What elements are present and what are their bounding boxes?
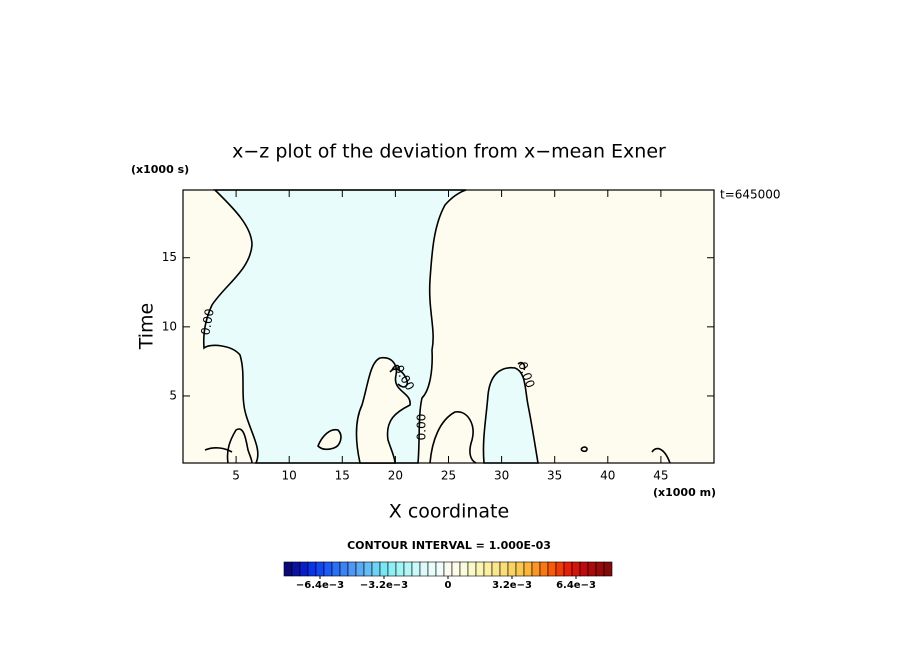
- colorbar-box: [475, 561, 485, 577]
- colorbar-box: [595, 561, 605, 577]
- colorbar-box: [483, 561, 493, 577]
- colorbar-box: [603, 561, 613, 577]
- colorbar-box: [307, 561, 317, 577]
- colorbar-tick-label: 6.4e−3: [556, 580, 596, 591]
- colorbar-box: [291, 561, 301, 577]
- x-tick-label: 25: [441, 469, 456, 483]
- colorbar-box: [451, 561, 461, 577]
- colorbar-box: [299, 561, 309, 577]
- colorbar-box: [371, 561, 381, 577]
- colorbar-tick-label: 3.2e−3: [492, 580, 532, 591]
- colorbar-box: [411, 561, 421, 577]
- colorbar-box: [419, 561, 429, 577]
- x-tick-label: 40: [600, 469, 615, 483]
- contour-line: [204, 361, 671, 464]
- chart-title: x−z plot of the deviation from x−mean Ex…: [232, 141, 666, 163]
- colorbar-box: [395, 561, 405, 577]
- contour-line: [482, 366, 539, 464]
- colorbar-box: [499, 561, 509, 577]
- colorbar-box: [331, 561, 341, 577]
- x-tick-label: 35: [547, 469, 562, 483]
- colorbar-tick-label: −3.2e−3: [360, 580, 408, 591]
- colorbar-box: [323, 561, 333, 577]
- colorbar-box: [379, 561, 389, 577]
- colorbar-box: [523, 561, 533, 577]
- colorbar-box: [539, 561, 549, 577]
- colorbar-box: [283, 561, 293, 577]
- colorbar-box: [467, 561, 477, 577]
- colorbar-box: [507, 561, 517, 577]
- colorbar-box: [339, 561, 349, 577]
- colorbar-box: [347, 561, 357, 577]
- colorbar-box: [443, 561, 453, 577]
- y-tick-label: 5: [169, 388, 177, 402]
- colorbar-box: [563, 561, 573, 577]
- colorbar-box: [387, 561, 397, 577]
- colorbar-box: [555, 561, 565, 577]
- colorbar-box: [427, 561, 437, 577]
- colorbar-box: [571, 561, 581, 577]
- y-tick-label: 15: [162, 250, 177, 264]
- contour-line: [317, 428, 342, 451]
- x-tick-label: 5: [232, 469, 240, 483]
- colorbar-box: [363, 561, 373, 577]
- time-label: t=645000: [720, 188, 781, 202]
- colorbar-box: [515, 561, 525, 577]
- y-axis-label: Time: [136, 303, 158, 351]
- colorbar-box: [459, 561, 469, 577]
- y-tick-label: 10: [162, 319, 177, 333]
- colorbar-tick-label: 0: [445, 580, 452, 591]
- colorbar-box: [531, 561, 541, 577]
- colorbar-box: [435, 561, 445, 577]
- colorbar-title: CONTOUR INTERVAL = 1.000E-03: [347, 539, 551, 552]
- y-unit: (x1000 s): [131, 163, 189, 176]
- colorbar-box: [403, 561, 413, 577]
- colorbar-tick-label: −6.4e−3: [296, 580, 344, 591]
- contour-line: [355, 356, 411, 464]
- contour-label: 0.00: [415, 414, 429, 441]
- colorbar-box: [587, 561, 597, 577]
- x-tick-label: 10: [282, 469, 297, 483]
- contour-label: 0.00: [198, 308, 216, 337]
- x-tick-label: 20: [388, 469, 403, 483]
- x-tick-label: 15: [335, 469, 350, 483]
- colorbar-box: [355, 561, 365, 577]
- x-axis-label: X coordinate: [389, 501, 509, 523]
- x-unit: (x1000 m): [653, 486, 716, 499]
- colorbar-box: [491, 561, 501, 577]
- colorbar-box: [547, 561, 557, 577]
- x-tick-label: 30: [494, 469, 509, 483]
- colorbar-box: [579, 561, 589, 577]
- x-tick-label: 45: [653, 469, 668, 483]
- colorbar-box: [315, 561, 325, 577]
